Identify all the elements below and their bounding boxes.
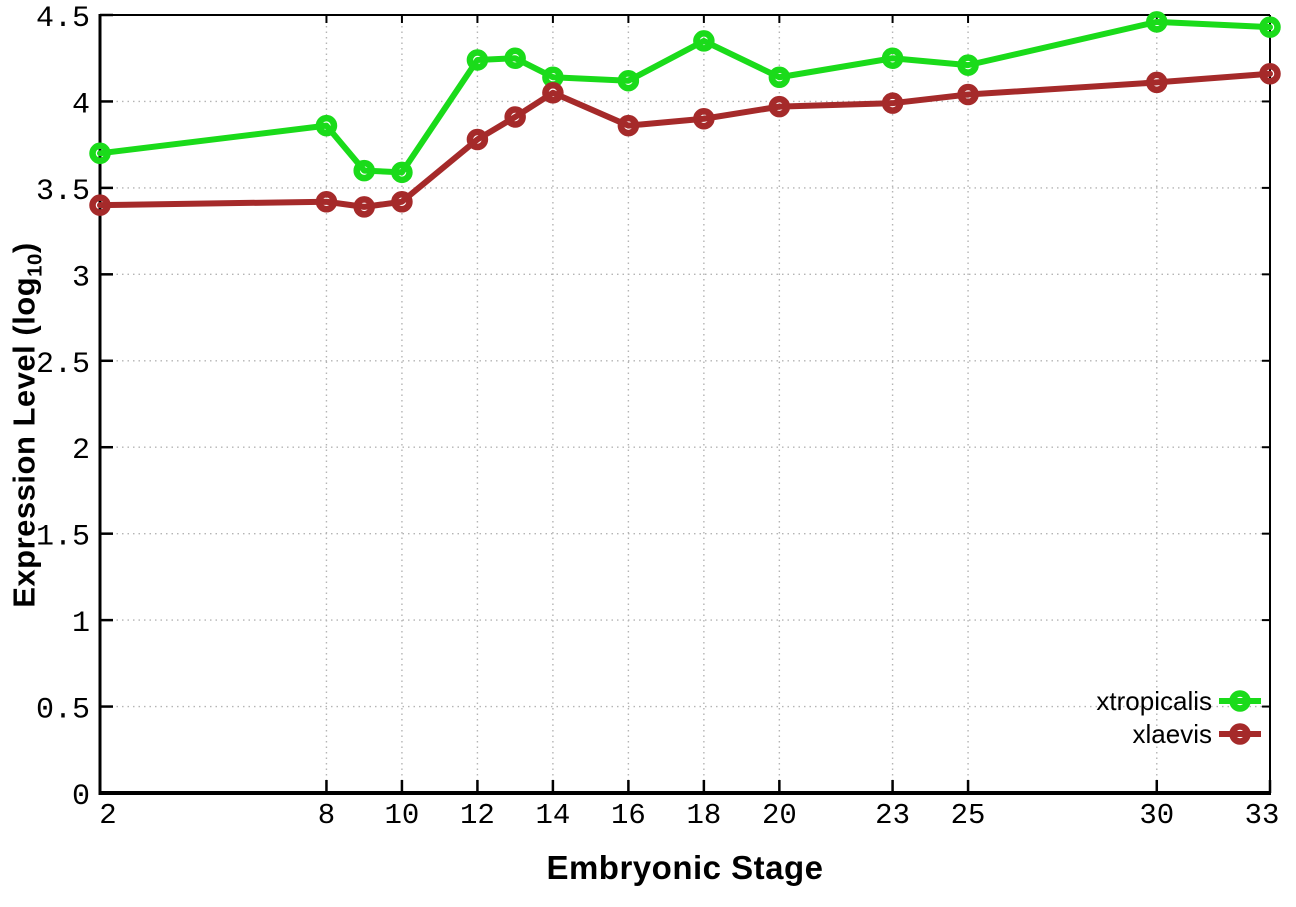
y-tick-label: 3.5 [36,175,90,209]
legend-marker-xtropicalis [1229,690,1251,712]
data-point-xlaevis [768,95,791,118]
data-point-xlaevis [315,190,338,213]
data-point-xlaevis [693,107,715,130]
x-tick-label: 18 [686,799,721,832]
data-point-xtropicalis [504,47,526,69]
data-point-xtropicalis [617,69,640,92]
y-tick-label: 2.5 [36,348,90,382]
data-point-xtropicalis [693,30,715,52]
y-tick-label: 1 [72,607,90,641]
y-tick-label: 1.5 [36,521,90,555]
data-point-xtropicalis [315,114,338,137]
data-point-xtropicalis [1146,11,1168,33]
x-tick-label: 12 [460,799,495,832]
y-axis-title-subscript: 10 [23,253,47,277]
data-point-xlaevis [466,128,489,151]
x-tick-label: 20 [762,799,797,832]
y-tick-label: 0 [72,780,90,814]
y-axis-title-text: Expression Level (log [6,276,42,608]
data-point-xlaevis [391,190,413,213]
data-point-xlaevis [504,106,526,128]
x-tick-label: 14 [535,799,570,832]
x-tick-label: 10 [385,799,420,832]
data-point-xlaevis [1259,63,1281,85]
data-point-xtropicalis [881,47,904,69]
legend-label-xlaevis: xlaevis [1133,719,1212,749]
y-tick-label: 0.5 [36,694,90,728]
x-tick-label: 23 [875,799,910,832]
data-point-xlaevis [89,194,111,216]
legend-label-xtropicalis: xtropicalis [1096,686,1212,716]
y-tick-label: 2 [72,434,90,468]
data-point-xtropicalis [1259,16,1281,38]
data-point-xlaevis [617,114,640,137]
data-point-xtropicalis [768,66,791,88]
data-point-xlaevis [542,82,564,104]
data-point-xtropicalis [391,161,413,184]
x-tick-label: 33 [1245,799,1280,832]
y-axis-title: Expression Level (log10) [6,242,47,608]
legend-marker-xlaevis [1229,723,1251,745]
data-point-xlaevis [881,92,904,114]
data-point-xlaevis [353,196,375,218]
data-point-xtropicalis [353,159,375,182]
x-tick-label: 2 [99,799,116,832]
data-point-xtropicalis [957,54,979,76]
data-point-xtropicalis [466,49,489,71]
x-tick-label: 8 [318,799,335,832]
y-axis-title-suffix: ) [6,242,42,254]
x-tick-label: 30 [1139,799,1174,832]
data-point-xlaevis [957,83,979,106]
series-line-xtropicalis [97,18,1273,176]
series-line-xlaevis [97,70,1273,210]
x-axis-title: Embryonic Stage [546,849,824,886]
x-tick-label: 16 [611,799,646,832]
data-point-xlaevis [1146,71,1168,94]
y-tick-label: 3 [72,261,90,295]
x-tick-label: 25 [951,799,986,832]
y-tick-label: 4.5 [36,2,90,36]
data-point-xtropicalis [89,142,111,165]
y-tick-label: 4 [72,88,90,122]
